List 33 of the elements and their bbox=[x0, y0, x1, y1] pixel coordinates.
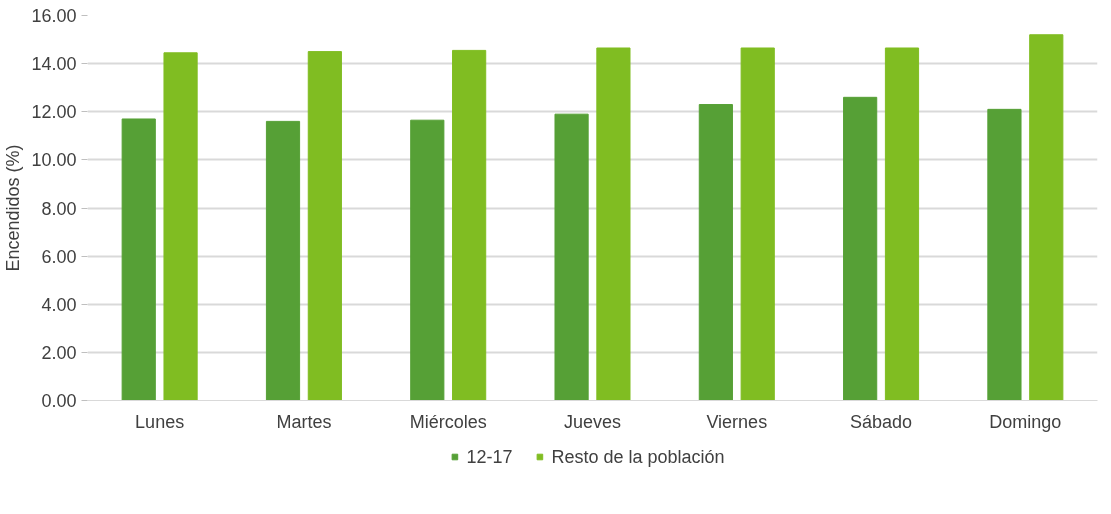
y-tick-label: 10.00 bbox=[31, 150, 77, 171]
bar bbox=[410, 119, 445, 401]
bar bbox=[843, 96, 878, 401]
legend-label: Resto de la población bbox=[551, 446, 725, 467]
y-tick-label: 4.00 bbox=[41, 294, 77, 315]
bar bbox=[265, 120, 301, 401]
bar bbox=[884, 47, 920, 401]
bar bbox=[121, 118, 156, 401]
y-tick-label: 0.00 bbox=[41, 391, 77, 411]
x-tick-label: Domingo bbox=[989, 411, 1062, 432]
bar bbox=[698, 104, 733, 401]
legend-label: 12-17 bbox=[466, 446, 513, 467]
y-tick-label: 16.00 bbox=[31, 6, 77, 26]
y-tick-label: 12.00 bbox=[31, 102, 77, 123]
bar bbox=[163, 52, 198, 401]
x-tick-label: Miércoles bbox=[409, 411, 487, 432]
bar bbox=[554, 113, 589, 401]
x-tick-label: Lunes bbox=[135, 411, 185, 432]
x-tick-label: Sábado bbox=[850, 411, 913, 432]
y-tick-label: 2.00 bbox=[41, 342, 77, 363]
bar bbox=[987, 108, 1022, 401]
y-axis-title: Encendidos (%) bbox=[3, 144, 24, 272]
x-tick-label: Viernes bbox=[706, 411, 768, 432]
bar bbox=[596, 47, 631, 401]
bar bbox=[1029, 34, 1064, 401]
x-tick-label: Jueves bbox=[563, 411, 622, 432]
y-tick-label: 8.00 bbox=[41, 198, 77, 219]
bar bbox=[307, 51, 342, 401]
y-tick-label: 14.00 bbox=[31, 54, 77, 75]
bar bbox=[452, 49, 487, 401]
bar bbox=[740, 47, 775, 401]
x-tick-label: Martes bbox=[276, 411, 332, 432]
y-tick-label: 6.00 bbox=[41, 246, 77, 267]
